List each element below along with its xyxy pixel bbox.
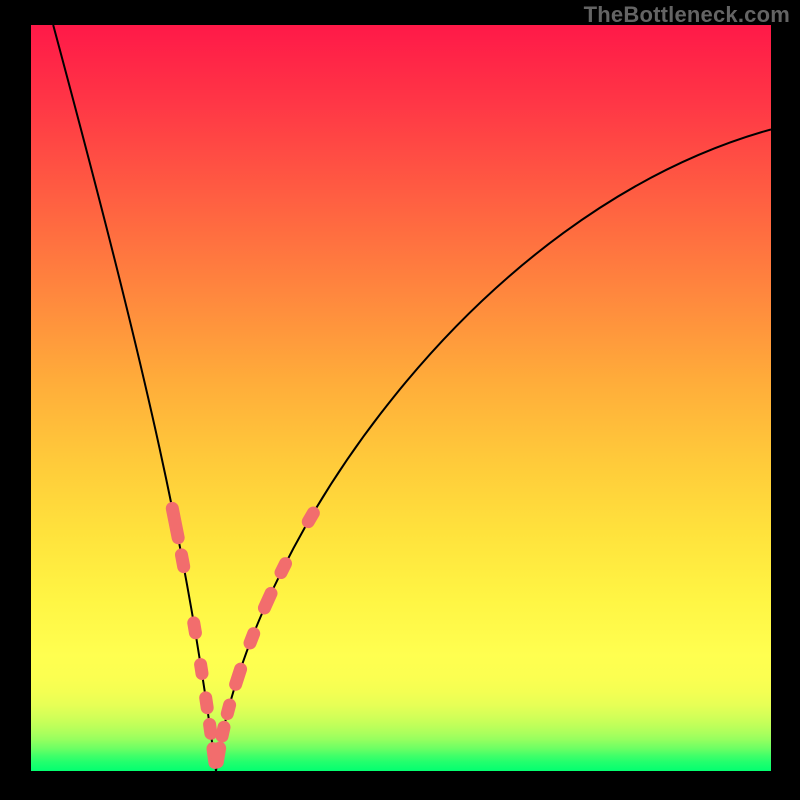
data-marker	[250, 634, 254, 643]
plot-area	[31, 25, 771, 771]
data-marker	[181, 555, 183, 567]
chart-frame: TheBottleneck.com	[0, 0, 800, 800]
data-marker	[236, 669, 241, 684]
gradient-background	[31, 25, 771, 771]
data-marker	[264, 593, 271, 608]
data-marker	[194, 623, 196, 633]
data-marker	[172, 508, 178, 537]
data-marker	[210, 724, 211, 733]
watermark-text: TheBottleneck.com	[584, 2, 790, 28]
data-marker	[206, 698, 207, 708]
chart-svg	[31, 25, 771, 771]
data-marker	[217, 748, 219, 762]
data-marker	[308, 513, 313, 522]
data-marker	[227, 705, 229, 714]
data-marker	[222, 727, 224, 736]
data-marker	[281, 564, 285, 573]
data-marker	[201, 665, 202, 674]
